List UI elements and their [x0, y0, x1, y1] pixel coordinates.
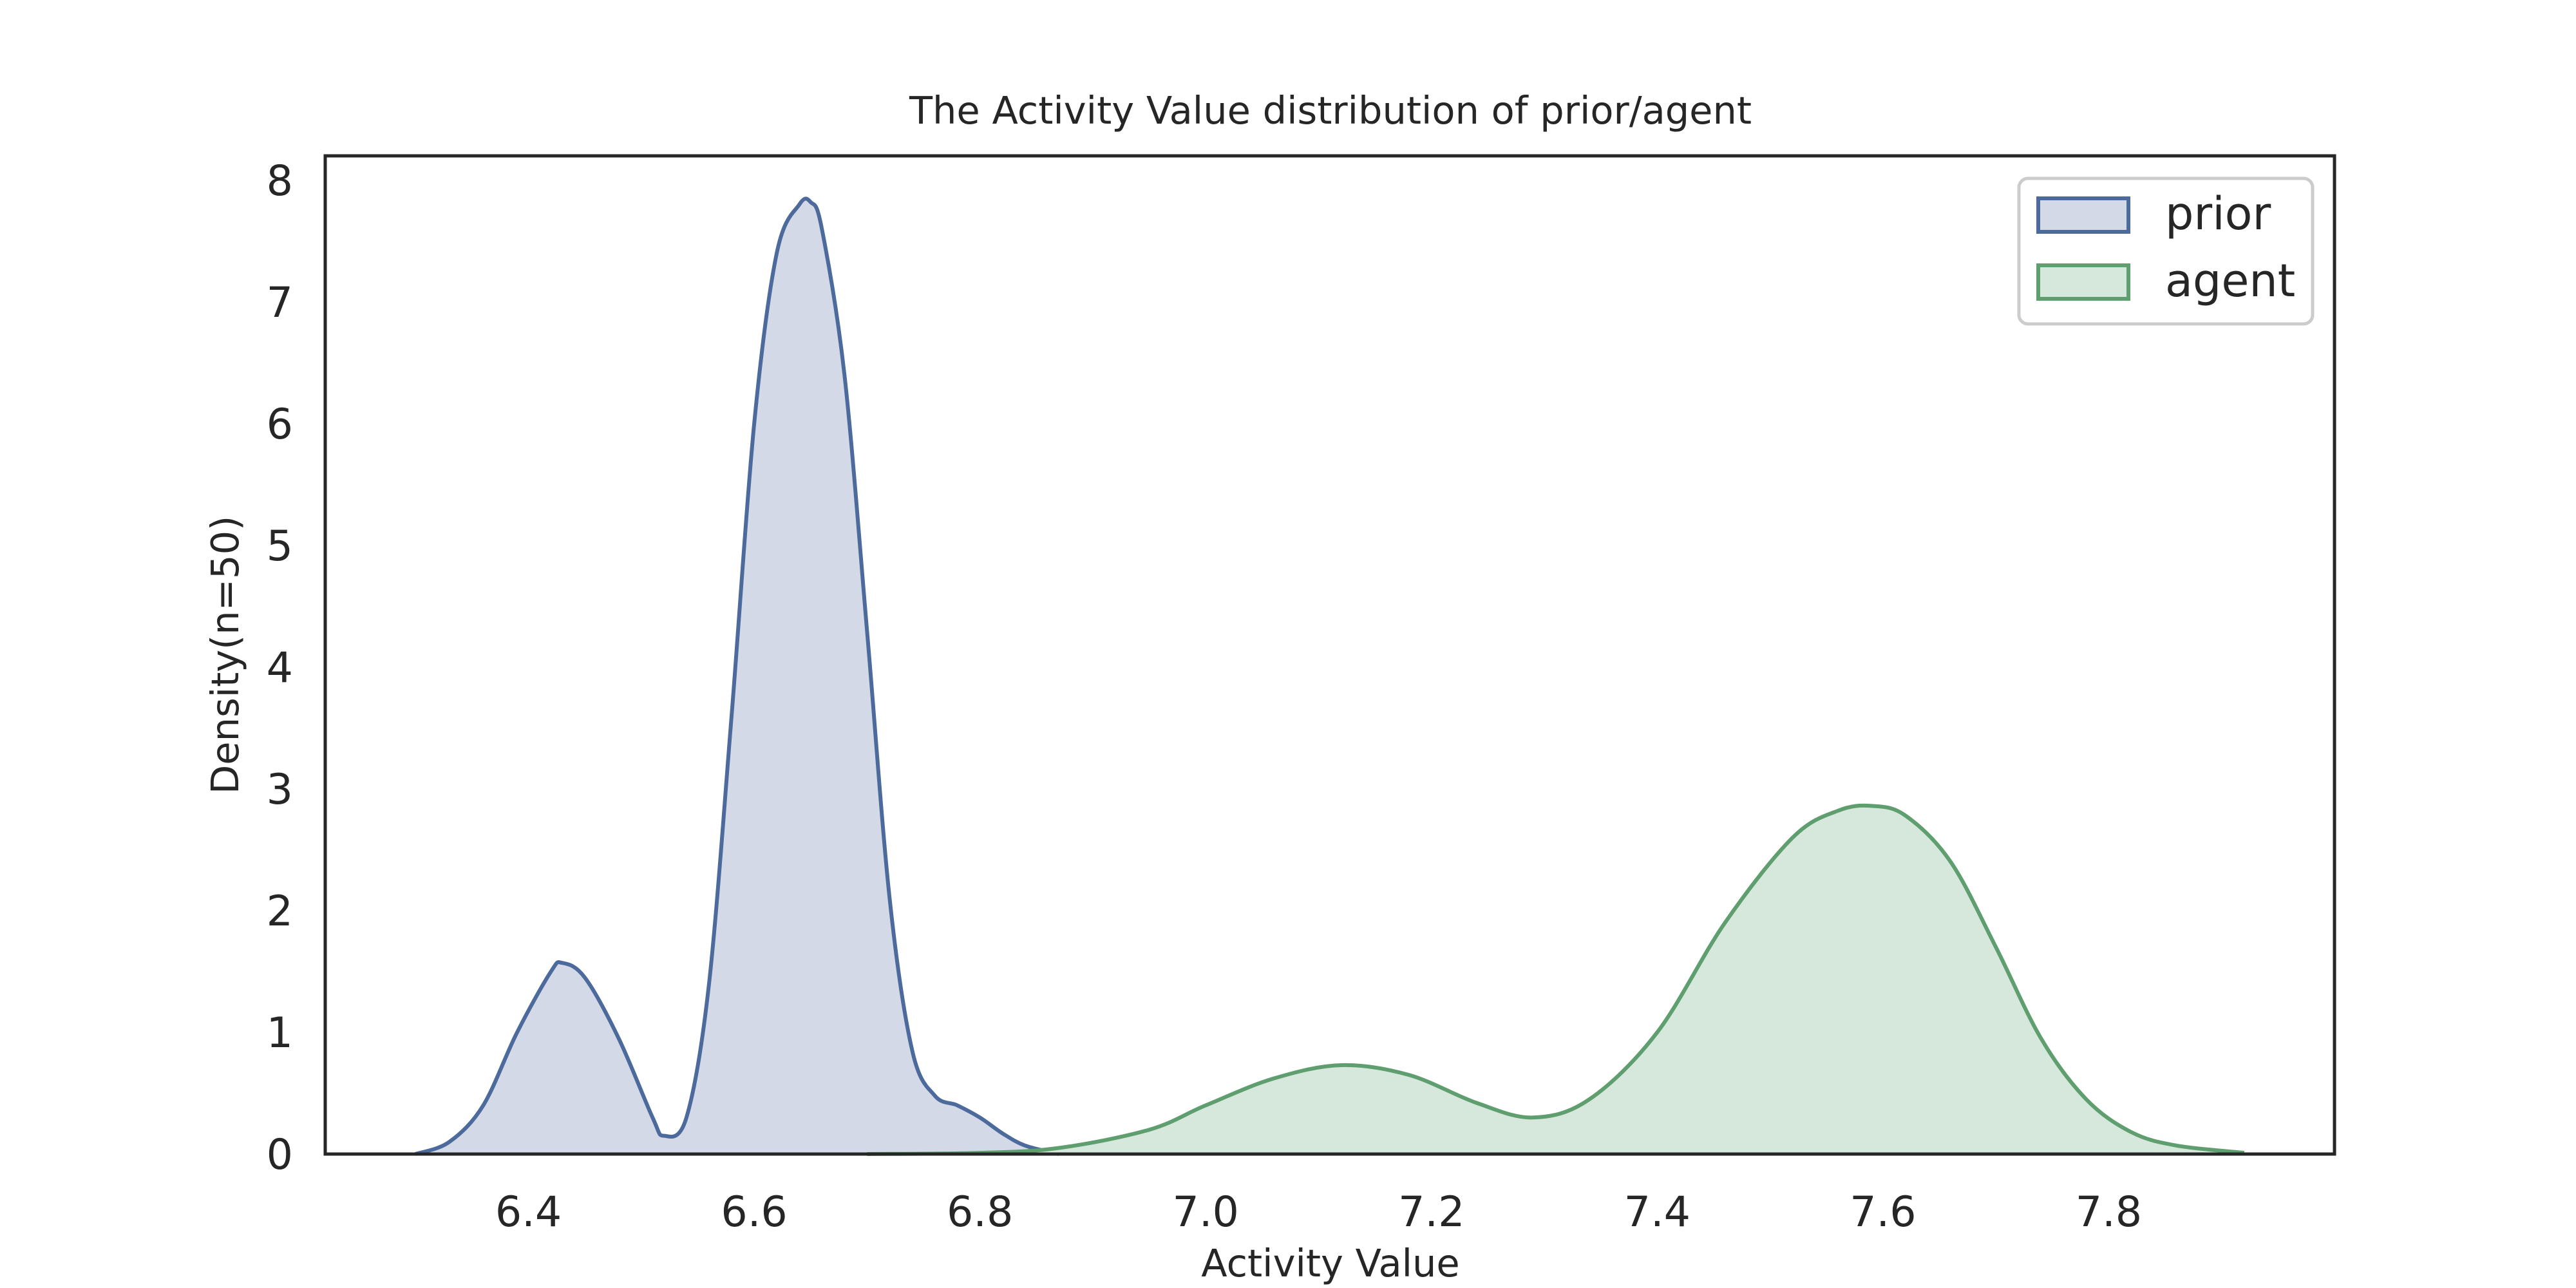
x-tick-label: 7.6: [1850, 1188, 1916, 1236]
x-tick-label: 7.4: [1624, 1188, 1690, 1236]
x-tick-label: 7.8: [2076, 1188, 2142, 1236]
x-axis-title: Activity Value: [1201, 1241, 1459, 1285]
x-tick-label: 7.2: [1398, 1188, 1464, 1236]
chart-title: The Activity Value distribution of prior…: [909, 88, 1752, 133]
y-axis-title: Density(n=50): [203, 516, 247, 794]
x-tick-label: 6.6: [721, 1188, 787, 1236]
y-tick-label: 7: [267, 279, 293, 327]
y-tick-label: 0: [267, 1131, 293, 1179]
series-area-agent: [867, 805, 2244, 1154]
legend-label-prior: prior: [2165, 187, 2271, 240]
legend-label-agent: agent: [2165, 254, 2295, 307]
y-tick-label: 3: [267, 766, 293, 814]
y-tick-label: 2: [267, 887, 293, 936]
series-area-prior: [415, 198, 1059, 1154]
series-line-prior: [415, 196, 1060, 1156]
y-tick-label: 5: [267, 522, 293, 571]
series-layer: [415, 196, 2245, 1156]
legend-swatch-prior: [2036, 196, 2130, 234]
x-tick-label: 6.8: [947, 1188, 1013, 1236]
x-axis-ticks: 6.4 6.6 6.8 7.0 7.2 7.4 7.6 7.8: [495, 1188, 2142, 1236]
y-tick-label: 6: [267, 401, 293, 449]
x-tick-label: 6.4: [495, 1188, 562, 1236]
plot-frame: [323, 154, 2336, 1156]
y-axis-ticks: 0 1 2 3 4 5 6 7 8: [267, 157, 293, 1179]
legend-swatch-agent: [2036, 263, 2130, 301]
y-tick-label: 1: [267, 1009, 293, 1057]
legend: prior agent: [2017, 176, 2315, 326]
x-tick-label: 7.0: [1173, 1188, 1239, 1236]
y-tick-label: 8: [267, 157, 293, 205]
y-tick-label: 4: [267, 644, 293, 692]
series-line-agent: [867, 803, 2245, 1156]
